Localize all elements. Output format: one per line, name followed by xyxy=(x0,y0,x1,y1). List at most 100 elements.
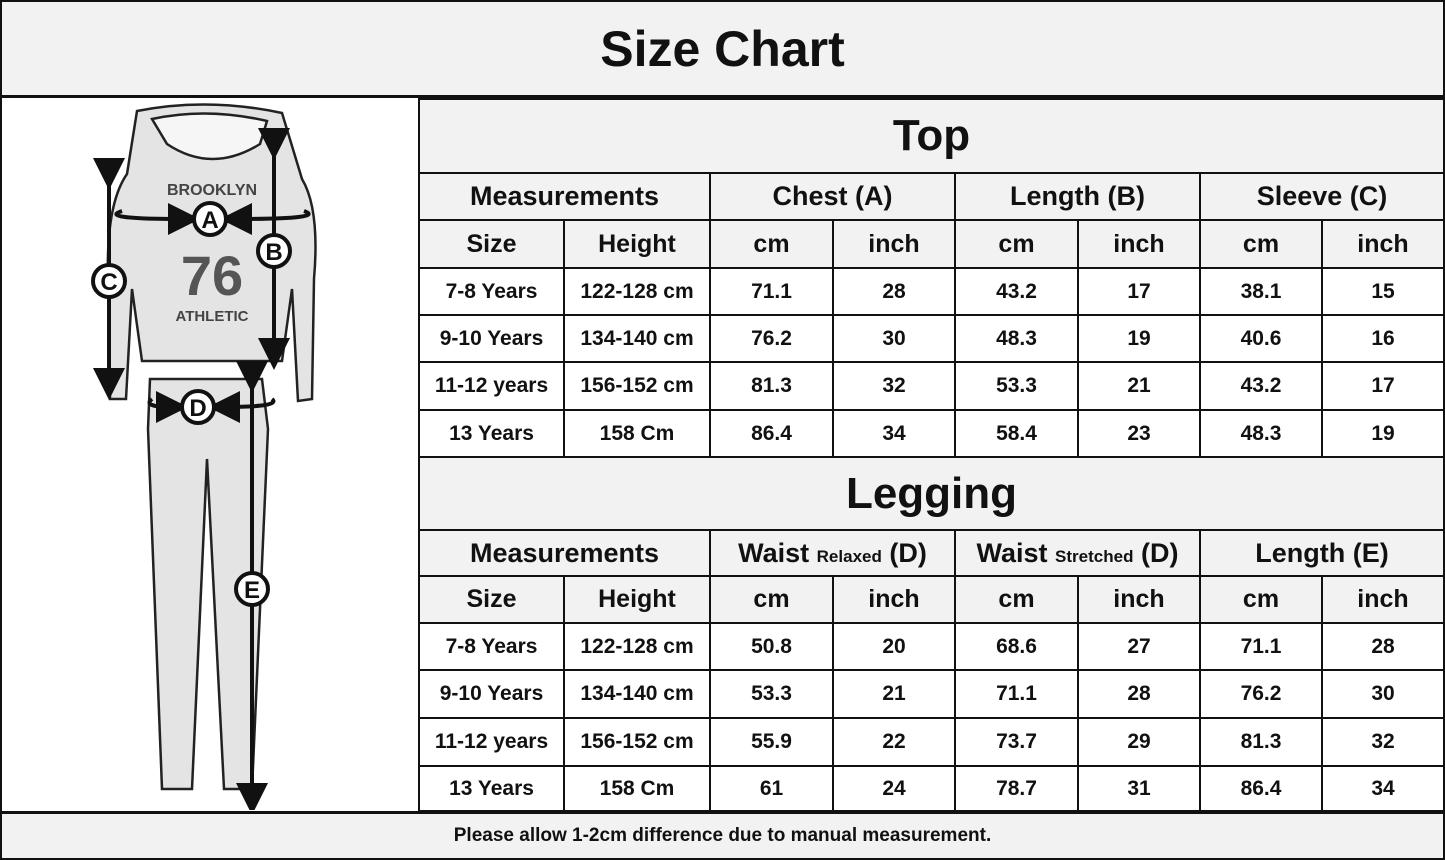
header-qualifier: Relaxed xyxy=(816,546,882,566)
print-text: BROOKLYN xyxy=(167,182,257,199)
table-cell: 7-8 Years xyxy=(418,622,565,671)
table-row: 9-10 Years 134-140 cm 76.2 30 48.3 19 40.6 16 xyxy=(418,314,1445,363)
table-cell: 34 xyxy=(832,409,956,458)
table-cell: 30 xyxy=(832,314,956,363)
label-e: E xyxy=(234,571,270,607)
table-cell: 43.2 xyxy=(1199,361,1323,411)
column-header: cm xyxy=(709,219,834,269)
size-table: Top Measurements Chest (A) Length (B) Sleeve… xyxy=(418,98,1445,812)
legging-section-row: Legging xyxy=(418,456,1445,531)
svg-text:A: A xyxy=(201,207,218,234)
column-group-header: Length (B) xyxy=(954,172,1201,221)
table-cell: 158 Cm xyxy=(563,409,711,458)
legging-subheader-row: Size Height cm inch cm inch cm inch xyxy=(418,575,1445,624)
header-main: Measurements xyxy=(469,537,660,568)
column-header: inch xyxy=(832,575,956,624)
table-cell: 86.4 xyxy=(709,409,834,458)
print-text: 76 xyxy=(181,244,243,307)
top-subheader-row: Size Height cm inch cm inch cm inch xyxy=(418,219,1445,269)
table-cell: 34 xyxy=(1321,765,1445,812)
table-cell: 76.2 xyxy=(709,314,834,363)
table-row: 13 Years 158 Cm 86.4 34 58.4 23 48.3 19 xyxy=(418,409,1445,458)
table-cell: 48.3 xyxy=(954,314,1079,363)
column-header: inch xyxy=(1077,575,1201,624)
header-suffix: (D) xyxy=(889,537,927,568)
table-cell: 71.1 xyxy=(1199,622,1323,671)
table-cell: 13 Years xyxy=(418,409,565,458)
table-cell: 73.7 xyxy=(954,717,1079,767)
table-cell: 7-8 Years xyxy=(418,267,565,316)
table-cell: 55.9 xyxy=(709,717,834,767)
table-cell: 19 xyxy=(1321,409,1445,458)
table-row: 13 Years 158 Cm 61 24 78.7 31 86.4 34 xyxy=(418,765,1445,812)
column-header: inch xyxy=(1077,219,1201,269)
table-cell: 20 xyxy=(832,622,956,671)
header-main: Waist xyxy=(738,537,810,568)
page-title: Size Chart xyxy=(2,2,1443,98)
table-cell: 71.1 xyxy=(954,669,1079,719)
table-cell: 28 xyxy=(1321,622,1445,671)
table-row: 11-12 years 156-152 cm 55.9 22 73.7 29 81.3 32 xyxy=(418,717,1445,767)
column-header: cm xyxy=(954,575,1079,624)
table-row: 9-10 Years 134-140 cm 53.3 21 71.1 28 76.2 30 xyxy=(418,669,1445,719)
table-cell: 68.6 xyxy=(954,622,1079,671)
table-cell: 30 xyxy=(1321,669,1445,719)
legging-header-row: Measurements Waist Relaxed (D) Waist Stret… xyxy=(418,529,1445,577)
table-cell: 9-10 Years xyxy=(418,314,565,363)
table-cell: 28 xyxy=(1077,669,1201,719)
header-main: Waist xyxy=(976,537,1048,568)
table-cell: 122-128 cm xyxy=(563,622,711,671)
table-row: 7-8 Years 122-128 cm 71.1 28 43.2 17 38.1 15 xyxy=(418,267,1445,316)
table-cell: 11-12 years xyxy=(418,717,565,767)
table-cell: 158 Cm xyxy=(563,765,711,812)
table-cell: 29 xyxy=(1077,717,1201,767)
table-cell: 76.2 xyxy=(1199,669,1323,719)
table-cell: 22 xyxy=(832,717,956,767)
column-header: Height xyxy=(563,575,711,624)
footer-note: Please allow 1-2cm difference due to man… xyxy=(2,811,1443,858)
svg-text:C: C xyxy=(100,269,117,296)
column-group-header: Waist Stretched (D) xyxy=(954,529,1201,577)
table-cell: 134-140 cm xyxy=(563,669,711,719)
label-c: C xyxy=(91,263,127,299)
table-cell: 31 xyxy=(1077,765,1201,812)
label-d: D xyxy=(180,389,216,425)
table-cell: 58.4 xyxy=(954,409,1079,458)
header-qualifier: Stretched xyxy=(1055,546,1134,566)
table-cell: 81.3 xyxy=(709,361,834,411)
table-cell: 50.8 xyxy=(709,622,834,671)
table-cell: 53.3 xyxy=(954,361,1079,411)
table-cell: 21 xyxy=(1077,361,1201,411)
column-group-header: Chest (A) xyxy=(709,172,956,221)
garment-illustration: BROOKLYN 76 ATHLETIC A B C D E xyxy=(2,99,418,815)
column-header: inch xyxy=(1321,219,1445,269)
column-group-header: Measurements xyxy=(418,172,711,221)
column-group-header: Waist Relaxed (D) xyxy=(709,529,956,577)
table-cell: 21 xyxy=(832,669,956,719)
table-cell: 43.2 xyxy=(954,267,1079,316)
column-header: cm xyxy=(709,575,834,624)
svg-text:B: B xyxy=(265,239,282,266)
table-cell: 15 xyxy=(1321,267,1445,316)
label-a: A xyxy=(192,201,228,237)
table-cell: 11-12 years xyxy=(418,361,565,411)
table-cell: 23 xyxy=(1077,409,1201,458)
table-cell: 17 xyxy=(1321,361,1445,411)
table-cell: 38.1 xyxy=(1199,267,1323,316)
table-cell: 156-152 cm xyxy=(563,361,711,411)
print-text: ATHLETIC xyxy=(175,308,248,325)
label-b: B xyxy=(256,233,292,269)
table-cell: 48.3 xyxy=(1199,409,1323,458)
table-cell: 122-128 cm xyxy=(563,267,711,316)
table-cell: 78.7 xyxy=(954,765,1079,812)
column-group-header: Sleeve (C) xyxy=(1199,172,1445,221)
header-suffix: (D) xyxy=(1140,537,1179,568)
table-cell: 16 xyxy=(1321,314,1445,363)
column-header: cm xyxy=(1199,219,1323,269)
legging-section-title: Legging xyxy=(418,456,1445,531)
table-cell: 9-10 Years xyxy=(418,669,565,719)
table-cell: 32 xyxy=(832,361,956,411)
table-cell: 61 xyxy=(709,765,834,812)
table-cell: 134-140 cm xyxy=(563,314,711,363)
top-section-title: Top xyxy=(418,98,1445,174)
